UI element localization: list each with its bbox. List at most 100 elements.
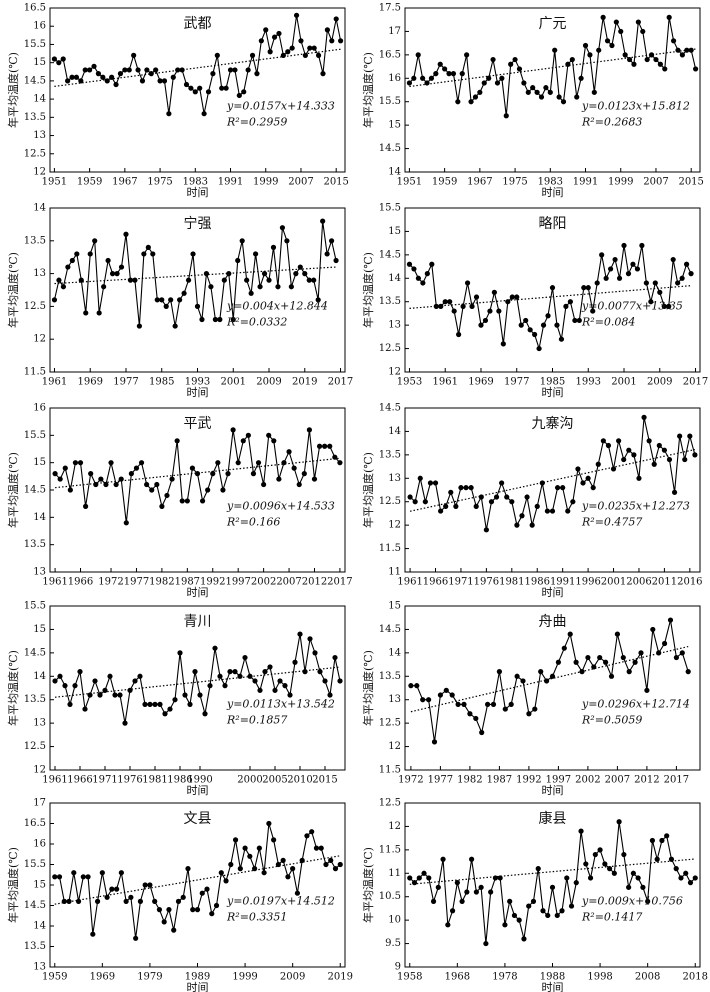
y-tick-label: 9 [395, 962, 401, 973]
data-point [202, 711, 208, 717]
y-tick-label: 11.5 [24, 367, 46, 378]
data-point [626, 56, 633, 63]
y-tick-label: 16.5 [24, 3, 46, 14]
data-point [446, 71, 452, 77]
data-point [199, 498, 206, 504]
data-point [258, 38, 264, 44]
data-point [277, 678, 283, 684]
data-point [56, 277, 62, 283]
data-point [62, 465, 68, 471]
data-point [221, 277, 227, 283]
data-point [456, 331, 462, 338]
x-tick-label: 1982 [149, 577, 174, 588]
x-tick-label: 1997 [546, 775, 571, 786]
data-point [438, 508, 444, 514]
data-point [187, 701, 193, 708]
data-point [215, 460, 221, 466]
trend-equation: y=0.0096x+14.533 [226, 499, 335, 512]
data-point [107, 673, 113, 679]
data-point [692, 452, 698, 458]
data-point [95, 71, 102, 77]
x-tick-label: 2017 [327, 577, 352, 588]
plot-frame [49, 7, 346, 173]
data-point [453, 503, 459, 509]
data-point [172, 697, 178, 703]
x-tick-label: 2015 [678, 177, 703, 188]
data-point [569, 56, 575, 63]
data-point [276, 476, 282, 482]
data-point [276, 30, 282, 37]
trend-line [55, 457, 340, 489]
data-point [217, 673, 223, 679]
data-point [225, 471, 231, 477]
data-point [73, 74, 80, 80]
x-tick-label: 2000 [237, 775, 262, 786]
data-point [223, 878, 229, 884]
x-tick-label: 2009 [647, 377, 672, 388]
data-point [87, 251, 93, 257]
y-tick-label: 12 [388, 741, 401, 752]
data-point [496, 669, 502, 675]
x-tick-label: 1969 [90, 972, 115, 983]
x-tick-label: 1961 [397, 577, 422, 588]
data-point [311, 45, 317, 51]
x-tick-label: 1972 [398, 775, 423, 786]
data-point [538, 669, 544, 675]
data-point [91, 63, 97, 69]
x-tick-label: 1966 [423, 577, 448, 588]
data-point [549, 285, 556, 291]
data-point [514, 522, 520, 528]
data-point [212, 645, 218, 651]
data-point [148, 71, 154, 77]
data-point [67, 701, 73, 708]
data-point [653, 56, 659, 63]
data-point [263, 27, 269, 33]
data-point [450, 71, 457, 77]
data-point [640, 28, 646, 35]
data-point [687, 880, 694, 886]
data-point [662, 640, 668, 647]
data-point [159, 503, 165, 509]
x-tick-label: 1981 [142, 775, 167, 786]
x-axis-label: 时间 [542, 586, 564, 599]
data-point [235, 460, 241, 466]
data-point [131, 52, 137, 58]
data-point [467, 711, 473, 717]
data-point [454, 880, 460, 886]
data-point [166, 907, 172, 913]
data-point [516, 917, 522, 923]
data-point [639, 242, 645, 249]
trend-equation: y=0.0157x+14.333 [226, 99, 335, 112]
data-point [662, 66, 668, 72]
data-line [410, 619, 689, 742]
data-point [469, 856, 475, 862]
data-point [536, 345, 542, 352]
data-point [558, 336, 565, 342]
trend-line [409, 858, 696, 885]
data-point [447, 299, 453, 305]
data-point [535, 866, 541, 872]
data-point [600, 14, 606, 20]
data-point [573, 880, 579, 886]
data-point [257, 687, 263, 693]
x-tick-label: 1975 [147, 177, 172, 188]
data-point [416, 875, 422, 881]
data-point [128, 471, 134, 477]
y-tick-label: 12.5 [24, 301, 46, 312]
x-tick-label: 1951 [397, 177, 422, 188]
data-point [530, 898, 537, 905]
y-tick-label: 13.5 [24, 112, 46, 123]
data-point [483, 940, 489, 947]
data-point [157, 701, 163, 708]
data-point [632, 659, 638, 665]
data-point [217, 316, 223, 323]
y-tick-label: 15 [33, 457, 46, 468]
data-point [254, 71, 260, 77]
data-point [163, 303, 169, 309]
data-point [60, 284, 67, 290]
data-point [302, 669, 308, 675]
data-point [635, 19, 641, 25]
data-point [638, 650, 644, 656]
data-point [657, 61, 663, 67]
data-point [150, 251, 156, 257]
